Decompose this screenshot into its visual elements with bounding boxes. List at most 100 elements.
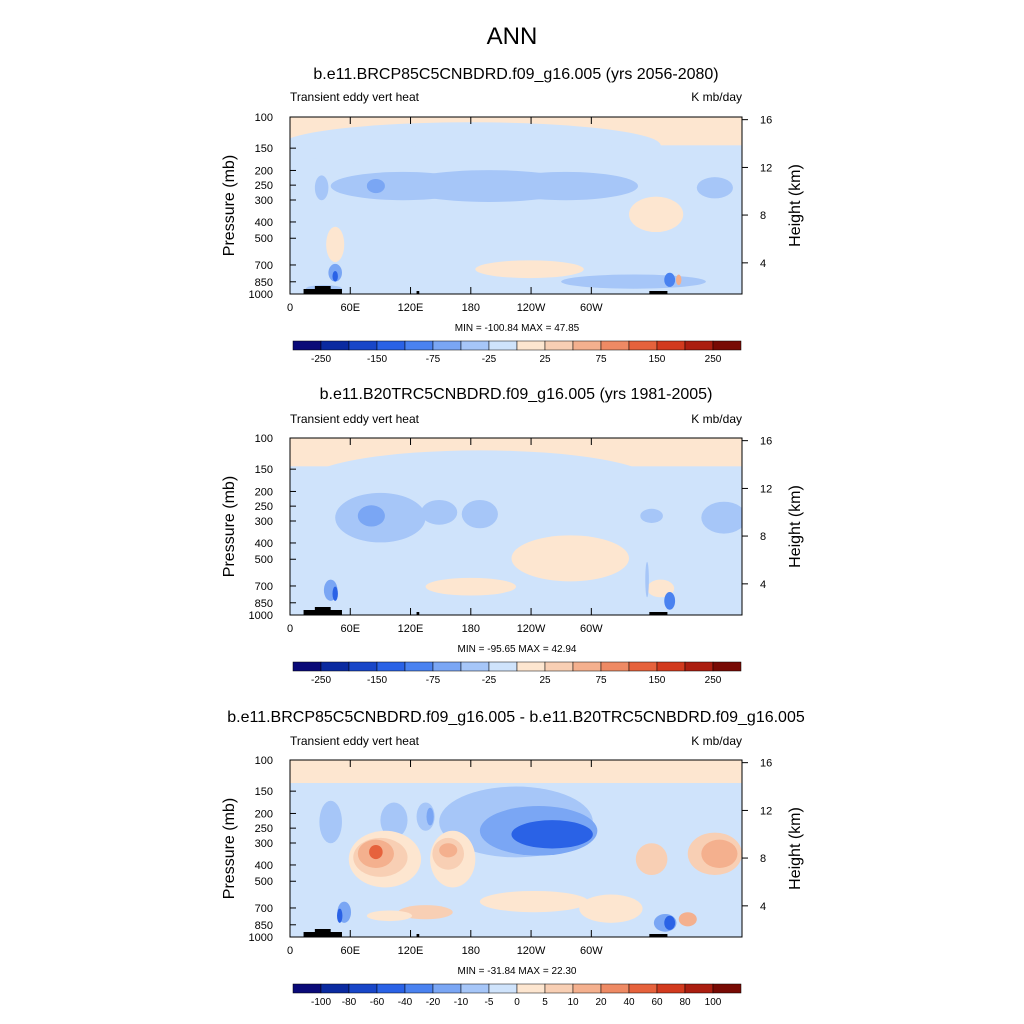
contour-region	[561, 274, 706, 289]
plot-frame	[289, 116, 743, 295]
right-string: K mb/day	[691, 734, 742, 748]
colorbar-box	[656, 983, 686, 994]
colorbar-box	[516, 340, 546, 351]
y-axis-label-right: Height (km)	[787, 485, 804, 568]
colorbar-label: 25	[539, 675, 551, 686]
contour-region	[676, 274, 682, 286]
x-tick-label: 0	[287, 623, 293, 635]
pressure-tick-label: 1000	[249, 932, 273, 944]
height-tick-label: 4	[760, 258, 766, 270]
colorbar-box	[488, 661, 518, 672]
colorbar-label: 25	[539, 354, 551, 365]
colorbar-label: -250	[311, 354, 331, 365]
contour-region	[337, 908, 343, 923]
x-tick-label: 120W	[517, 302, 546, 314]
height-tick-label: 4	[760, 901, 766, 913]
height-tick-label: 16	[760, 758, 772, 770]
colorbar-box	[460, 340, 490, 351]
x-tick-label: 60W	[580, 623, 603, 635]
colorbar-box	[404, 340, 434, 351]
contour-region	[678, 912, 697, 927]
pressure-tick-label: 200	[255, 165, 273, 177]
colorbar-label: 5	[542, 997, 548, 1008]
contour-region	[314, 175, 329, 201]
y-axis-label-right: Height (km)	[787, 807, 804, 890]
colorbar-label: -80	[342, 997, 357, 1008]
topography-highland	[314, 929, 331, 937]
contour-region	[426, 807, 434, 826]
colorbar-box	[544, 661, 574, 672]
colorbar-label: 75	[595, 675, 607, 686]
topography-americas	[649, 612, 668, 615]
colorbar-label: -60	[370, 997, 385, 1008]
height-tick-label: 16	[760, 436, 772, 448]
panel-title: b.e11.BRCP85C5CNBDRD.f09_g16.005 - b.e11…	[227, 709, 805, 726]
contour-region	[346, 806, 361, 835]
colorbar-label: 250	[705, 675, 722, 686]
contour-region	[629, 196, 684, 233]
colorbar-box	[376, 983, 406, 994]
contour-region	[511, 820, 593, 849]
colorbar-box	[292, 340, 322, 351]
topography-island	[416, 612, 420, 615]
contour-region	[425, 577, 516, 596]
contour-region	[479, 890, 589, 913]
contour-region	[326, 226, 345, 263]
panel-title: b.e11.BRCP85C5CNBDRD.f09_g16.005 (yrs 20…	[313, 66, 718, 83]
height-tick-label: 12	[760, 162, 772, 174]
colorbar-box	[572, 340, 602, 351]
colorbar-box	[516, 983, 546, 994]
colorbar-label: 150	[649, 354, 666, 365]
colorbar-box	[656, 340, 686, 351]
contour-region	[579, 894, 643, 923]
colorbar: -250 -150 -75 -25 25 75 150 250	[292, 661, 742, 686]
contour-region	[357, 505, 385, 527]
height-tick-label: 8	[760, 853, 766, 865]
colorbar-label: 250	[705, 354, 722, 365]
colorbar-box	[684, 661, 714, 672]
colorbar-box	[516, 661, 546, 672]
colorbar-label: -25	[482, 675, 497, 686]
pressure-tick-label: 850	[255, 920, 273, 932]
x-tick-label: 120E	[398, 302, 424, 314]
pressure-tick-label: 300	[255, 195, 273, 207]
contour-region	[421, 499, 458, 525]
colorbar-box	[348, 983, 378, 994]
pressure-tick-label: 700	[255, 260, 273, 272]
panel-title: b.e11.B20TRC5CNBDRD.f09_g16.005 (yrs 198…	[320, 386, 713, 403]
contour-region	[664, 272, 676, 287]
contour-region	[696, 177, 733, 199]
x-tick-label: 120W	[517, 945, 546, 957]
colorbar-box	[292, 983, 322, 994]
x-tick-label: 60E	[340, 623, 360, 635]
topography-island	[416, 291, 420, 294]
colorbar-label: -5	[485, 997, 494, 1008]
left-string: Transient eddy vert heat	[290, 412, 420, 426]
colorbar-box	[572, 983, 602, 994]
colorbar-box	[320, 340, 350, 351]
topography-island	[416, 934, 420, 937]
pressure-tick-label: 700	[255, 903, 273, 915]
pressure-tick-label: 150	[255, 464, 273, 476]
pressure-tick-label: 150	[255, 786, 273, 798]
colorbar-box	[348, 340, 378, 351]
x-tick-label: 60W	[580, 302, 603, 314]
colorbar-label: -10	[454, 997, 469, 1008]
contour-region	[369, 844, 383, 860]
pressure-tick-label: 1000	[249, 610, 273, 622]
colorbar-box	[376, 661, 406, 672]
colorbar-label: -20	[426, 997, 441, 1008]
height-tick-label: 12	[760, 805, 772, 817]
pressure-tick-label: 200	[255, 808, 273, 820]
x-tick-label: 0	[287, 302, 293, 314]
x-tick-label: 60E	[340, 302, 360, 314]
x-tick-label: 120E	[398, 623, 424, 635]
colorbar-label: 0	[514, 997, 520, 1008]
colorbar-box	[684, 983, 714, 994]
y-axis-label-left: Pressure (mb)	[221, 798, 238, 899]
colorbar-box	[432, 340, 462, 351]
contour-region	[664, 591, 676, 610]
pressure-tick-label: 100	[255, 112, 273, 124]
right-string: K mb/day	[691, 412, 742, 426]
contour-region	[398, 905, 453, 920]
